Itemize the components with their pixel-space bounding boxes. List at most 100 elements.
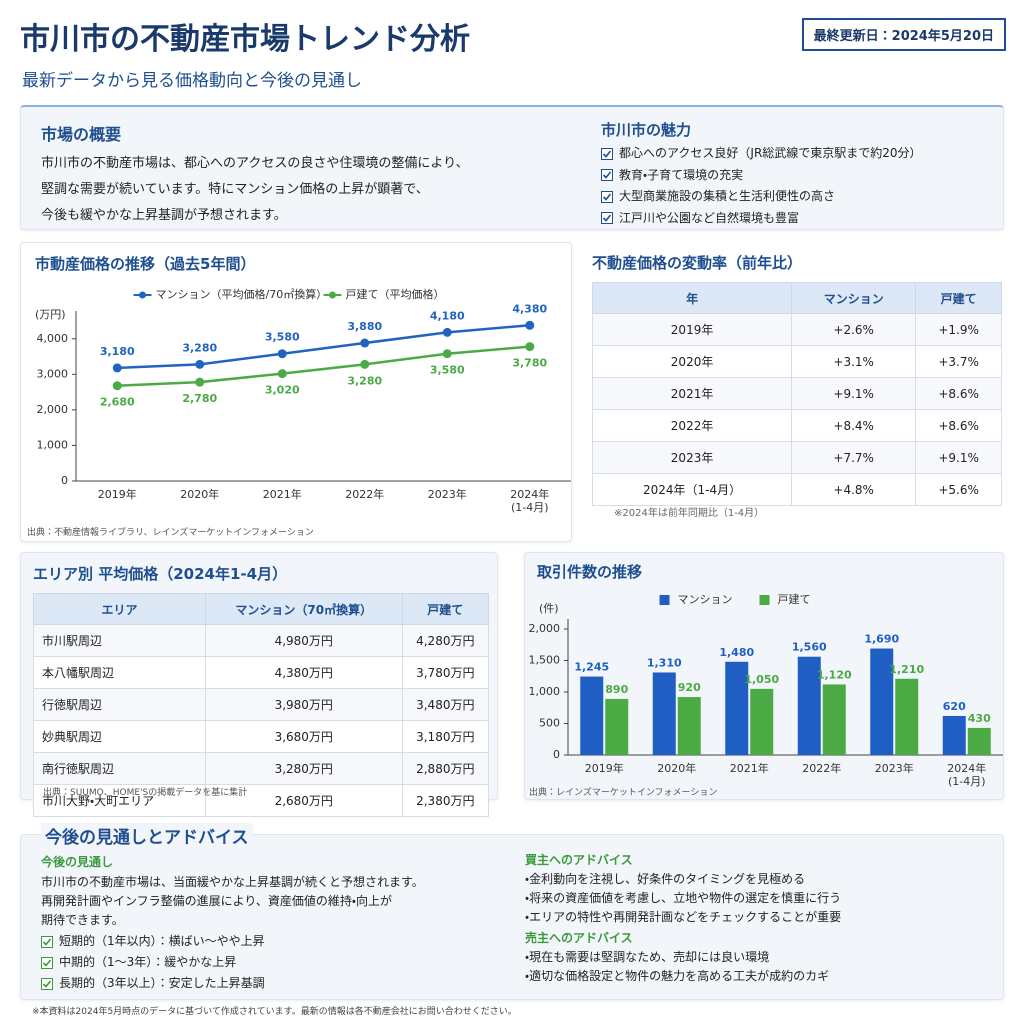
table-cell: 南行徳駅周辺 [33,752,206,785]
y-tick-label: 0 [553,748,560,761]
x-tick-label: 2023年 [875,761,914,775]
seller-title: 売主へのアドバイス [525,931,633,945]
y-axis-label: (万円) [35,308,66,321]
table-cell: +8.6% [915,377,1002,410]
column-header: エリア [33,593,206,625]
legend-swatch [139,291,146,299]
data-label: 1,690 [864,633,899,646]
legend-swatch [329,291,336,299]
y-tick-label: 1,000 [37,438,69,451]
data-label: 3,580 [430,364,465,377]
area-panel: エリア別 平均価格（2024年1-4月） エリア マンション（70㎡換算） 戸建て市… [20,552,498,817]
overview-title: 市場の概要 [41,125,122,144]
bar [677,697,701,755]
table-row: 2019年 +2.6% +1.9% [591,313,1002,346]
page-title: 市川市の不動産市場トレンド分析 [20,22,470,57]
data-label: 4,180 [430,309,465,322]
bar [725,661,749,755]
data-label: 3,880 [347,320,382,333]
list-item: 教育・子育て環境の充実 [601,165,922,187]
check-icon [41,935,53,948]
bar [967,727,991,755]
data-label: 3,180 [100,345,135,358]
change-table-title: 不動産価格の変動率（前年比） [592,254,803,272]
data-label: 2,680 [100,396,135,409]
table-cell: +1.9% [915,313,1002,346]
data-point [195,377,205,387]
data-label: 4,380 [512,302,547,315]
data-point [277,369,287,379]
chart-title: 取引件数の推移 [537,563,643,581]
data-label: 1,560 [792,641,827,654]
footer-note: ※本資料は2024年5月時点のデータに基づいて作成されています。最新の情報は各不… [32,1007,517,1017]
series-line [117,345,530,387]
list-item: 短期的（1年以内）：横ばい〜やや上昇 [41,931,265,952]
bar [870,648,894,755]
list-item: 大型商業施設の集積と生活利便性の高さ [601,186,922,208]
area-table: エリア マンション（70㎡換算） 戸建て 市川駅周辺 4,980万円 4,280万円 本八幡… [33,593,490,817]
table-cell: 3,280万円 [204,752,403,785]
y-tick-label: 500 [539,717,560,730]
table-cell: 4,980万円 [204,624,403,657]
column-header: 年 [591,282,793,314]
legend-label: マンション [678,593,733,606]
bar [895,678,919,755]
bar [822,684,846,755]
check-icon [601,147,613,160]
table-row: 2021年 +9.1% +8.6% [591,377,1002,410]
list-text: 都心へのアクセス良好（JR総武線で東京駅まで約20分） [619,146,922,160]
seller-list: ・現在も需要は堅調なため、売却には良い環境 ・適切な価格設定と物件の魅力を高める工… [525,948,829,986]
price-chart-panel: 市動産価格の推移（過去5年間） (万円) 0 1,000 2,000 3,000 4,00… [20,242,572,542]
table-row: 市川駅周辺 4,980万円 4,280万円 [33,624,490,657]
table-row: 2022年 +8.4% +8.6% [591,409,1002,442]
bar-chart: (件) 0 500 1,000 1,500 2,000 2019年 2020年 2021年 202… [529,593,1003,788]
x-tick-label: 2021年 [730,761,769,775]
data-label: 1,480 [719,646,754,659]
table-cell: +3.1% [791,345,917,378]
x-tick-label: 2020年 [657,761,696,775]
x-tick-label: 2020年 [180,487,219,501]
column-header: マンション [791,282,917,314]
list-text: 教育・子育て環境の充実 [619,167,744,182]
column-header: マンション（70㎡換算） [204,593,403,625]
check-icon [601,212,613,224]
table-cell: 3,680万円 [204,720,403,753]
bar [750,688,774,755]
list-text: 江戸川や公園など自然環境も豊富 [619,210,800,225]
table-cell: 2023年 [591,441,793,474]
data-label: 3,020 [265,384,300,397]
x-tick-label: 2021年 [263,487,302,501]
y-axis-label: (件) [539,602,559,615]
bar [580,676,604,755]
table-cell: 市川駅周辺 [33,624,206,657]
y-tick-label: 2,000 [37,403,69,416]
list-text: 長期的（3年以上）：安定した上昇基調 [59,976,265,990]
column-header: 戸建て [401,593,490,625]
data-point [525,320,535,330]
overview-text: 市川市の不動産市場は、都心へのアクセスの良さや住環境の整備により、 堅調な需要が… [41,156,469,223]
data-label: 3,780 [512,357,547,370]
table-cell: 2019年 [591,313,793,346]
x-tick-label: 2022年 [345,487,384,501]
table-row: 2024年（1-4月） +4.8% +5.6% [591,473,1002,506]
table-cell: 2,680万円 [204,784,403,817]
overview-panel: 市場の概要 市川市の不動産市場は、都心へのアクセスの良さや住環境の整備により、 … [20,105,1004,230]
data-label: 430 [968,712,991,725]
table-cell: 4,380万円 [204,656,403,689]
table-row: 2020年 +3.1% +3.7% [591,345,1002,378]
y-tick-label: 0 [61,474,68,487]
series-line [117,324,530,370]
data-label: 1,310 [647,656,682,669]
table-cell: 2021年 [591,377,793,410]
data-point [525,342,535,352]
data-label: 1,210 [889,663,924,676]
table-cell: 3,980万円 [204,688,403,721]
list-text: 中期的（1〜3年）：緩やかな上昇 [59,955,237,969]
legend-swatch [759,595,770,605]
data-point [360,338,370,348]
table-cell: +9.1% [915,441,1002,474]
list-item: 江戸川や公園など自然環境も豊富 [601,208,922,230]
x-tick-label: 2022年 [802,761,841,775]
appeal-title: 市川市の魅力 [601,121,692,139]
